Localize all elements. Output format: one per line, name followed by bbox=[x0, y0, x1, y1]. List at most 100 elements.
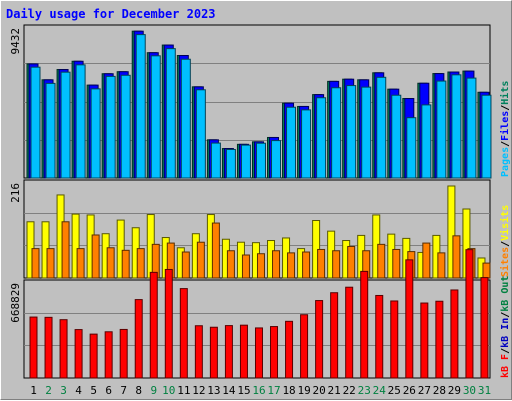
top-bar-pages-day-27 bbox=[421, 104, 432, 179]
top-bar-pages-day-3 bbox=[60, 71, 71, 179]
bottom-bar-kbf-day-7 bbox=[119, 328, 128, 379]
bottom-bar-kbf-day-13 bbox=[209, 326, 218, 379]
day-label: 31 bbox=[478, 384, 491, 397]
top-bar-pages-day-1 bbox=[30, 66, 41, 179]
day-label: 14 bbox=[222, 384, 236, 397]
top-bar-pages-day-31 bbox=[481, 94, 492, 179]
top-bar-pages-day-9 bbox=[150, 55, 161, 179]
top-bar-pages-day-5 bbox=[90, 88, 101, 179]
day-label: 1 bbox=[30, 384, 37, 397]
middle-bar-sites-day-13 bbox=[211, 222, 220, 279]
middle-bar-sites-day-18 bbox=[287, 252, 296, 279]
bottom-bar-kbf-day-5 bbox=[89, 333, 98, 379]
middle-bar-sites-day-1 bbox=[31, 248, 40, 279]
middle-bar-sites-day-7 bbox=[121, 249, 130, 279]
bottom-bar-kbf-day-24 bbox=[375, 294, 384, 379]
bottom-bar-kbf-day-30 bbox=[465, 249, 474, 379]
bottom-bar-kbf-day-15 bbox=[239, 324, 248, 379]
legend-sites: Sites bbox=[499, 247, 511, 277]
top-bar-pages-day-30 bbox=[466, 77, 477, 179]
middle-bar-sites-day-4 bbox=[76, 248, 85, 279]
day-label: 26 bbox=[403, 384, 416, 397]
top-ymax-label: 9432 bbox=[9, 28, 22, 55]
middle-bar-sites-day-22 bbox=[347, 245, 356, 279]
bottom-bar-kbf-day-12 bbox=[194, 325, 203, 379]
bottom-bar-kbf-day-9 bbox=[149, 271, 158, 379]
top-bar-pages-day-7 bbox=[120, 74, 131, 179]
middle-bar-visits-day-4 bbox=[71, 213, 80, 279]
bottom-bar-kbf-day-20 bbox=[315, 300, 324, 379]
middle-bar-sites-day-16 bbox=[256, 253, 265, 279]
day-label: 29 bbox=[448, 384, 461, 397]
legend-files: Files bbox=[499, 111, 511, 141]
bottom-bar-kbf-day-11 bbox=[179, 288, 188, 379]
middle-bar-sites-day-31 bbox=[482, 262, 491, 279]
day-label: 30 bbox=[463, 384, 476, 397]
middle-bar-sites-day-3 bbox=[61, 221, 70, 279]
top-bar-pages-day-6 bbox=[105, 75, 116, 179]
middle-legend-label: Sites/Visits bbox=[499, 205, 511, 277]
top-bar-pages-day-8 bbox=[135, 34, 146, 179]
middle-bar-sites-day-2 bbox=[46, 248, 55, 279]
day-label: 18 bbox=[282, 384, 295, 397]
top-bar-pages-day-4 bbox=[75, 64, 86, 179]
top-bar-pages-day-21 bbox=[331, 87, 342, 179]
bottom-bar-kbf-day-16 bbox=[254, 327, 263, 379]
day-label: 3 bbox=[60, 384, 67, 397]
top-bar-pages-day-15 bbox=[240, 144, 251, 179]
middle-bar-sites-day-19 bbox=[302, 251, 311, 279]
day-label: 8 bbox=[135, 384, 142, 397]
day-label: 19 bbox=[297, 384, 310, 397]
top-bar-pages-day-26 bbox=[406, 117, 417, 179]
top-bar-pages-day-18 bbox=[286, 106, 297, 179]
top-legend-label: Pages/Files/Hits bbox=[499, 81, 511, 177]
middle-bar-sites-day-24 bbox=[377, 243, 386, 279]
legend-separator: / bbox=[500, 141, 511, 147]
middle-bar-sites-day-28 bbox=[437, 252, 446, 279]
middle-bar-visits-day-7 bbox=[116, 219, 125, 279]
day-label: 4 bbox=[75, 384, 82, 397]
top-bar-pages-day-19 bbox=[301, 109, 312, 179]
day-label: 9 bbox=[150, 384, 157, 397]
bottom-bar-kbf-day-4 bbox=[74, 329, 83, 379]
day-label: 5 bbox=[90, 384, 97, 397]
day-label: 23 bbox=[358, 384, 371, 397]
bottom-bar-kbf-day-21 bbox=[330, 292, 339, 379]
day-label: 7 bbox=[120, 384, 127, 397]
day-label: 11 bbox=[177, 384, 190, 397]
bottom-bar-kbf-day-26 bbox=[405, 259, 414, 379]
middle-bar-sites-day-20 bbox=[317, 248, 326, 279]
top-bar-pages-day-11 bbox=[180, 58, 191, 179]
bottom-bar-kbf-day-18 bbox=[285, 320, 294, 379]
legend-separator: / bbox=[500, 312, 511, 318]
day-label: 25 bbox=[388, 384, 401, 397]
middle-bar-sites-day-17 bbox=[272, 250, 281, 279]
top-bar-pages-day-25 bbox=[391, 94, 402, 179]
bottom-bar-kbf-day-17 bbox=[270, 326, 279, 379]
legend-hits: Hits bbox=[499, 81, 511, 105]
bottom-bar-kbf-day-1 bbox=[29, 316, 38, 379]
top-bar-pages-day-10 bbox=[165, 48, 176, 179]
day-label: 27 bbox=[418, 384, 431, 397]
day-label: 13 bbox=[207, 384, 220, 397]
bottom-bar-kbf-day-23 bbox=[360, 270, 369, 379]
middle-bar-sites-day-14 bbox=[226, 250, 235, 279]
day-label: 6 bbox=[105, 384, 112, 397]
top-bar-pages-day-24 bbox=[376, 76, 387, 179]
bottom-bar-kbf-day-19 bbox=[300, 314, 309, 379]
top-bar-pages-day-23 bbox=[361, 86, 372, 179]
bottom-bar-kbf-day-3 bbox=[59, 319, 68, 379]
middle-bar-sites-day-21 bbox=[332, 250, 341, 279]
bottom-ymax-label: 668829 bbox=[9, 283, 22, 323]
day-label: 21 bbox=[328, 384, 341, 397]
middle-bar-sites-day-12 bbox=[196, 241, 205, 279]
bottom-legend-label: kB F/kB In/kB Out bbox=[500, 276, 511, 378]
day-label: 2 bbox=[45, 384, 52, 397]
day-label: 28 bbox=[433, 384, 446, 397]
bottom-bar-kbf-day-22 bbox=[345, 286, 354, 379]
legend-kbout: kB Out bbox=[500, 276, 511, 312]
top-bar-pages-day-29 bbox=[451, 74, 462, 179]
legend-kbin: kB In bbox=[500, 318, 511, 348]
middle-bar-sites-day-25 bbox=[392, 248, 401, 279]
